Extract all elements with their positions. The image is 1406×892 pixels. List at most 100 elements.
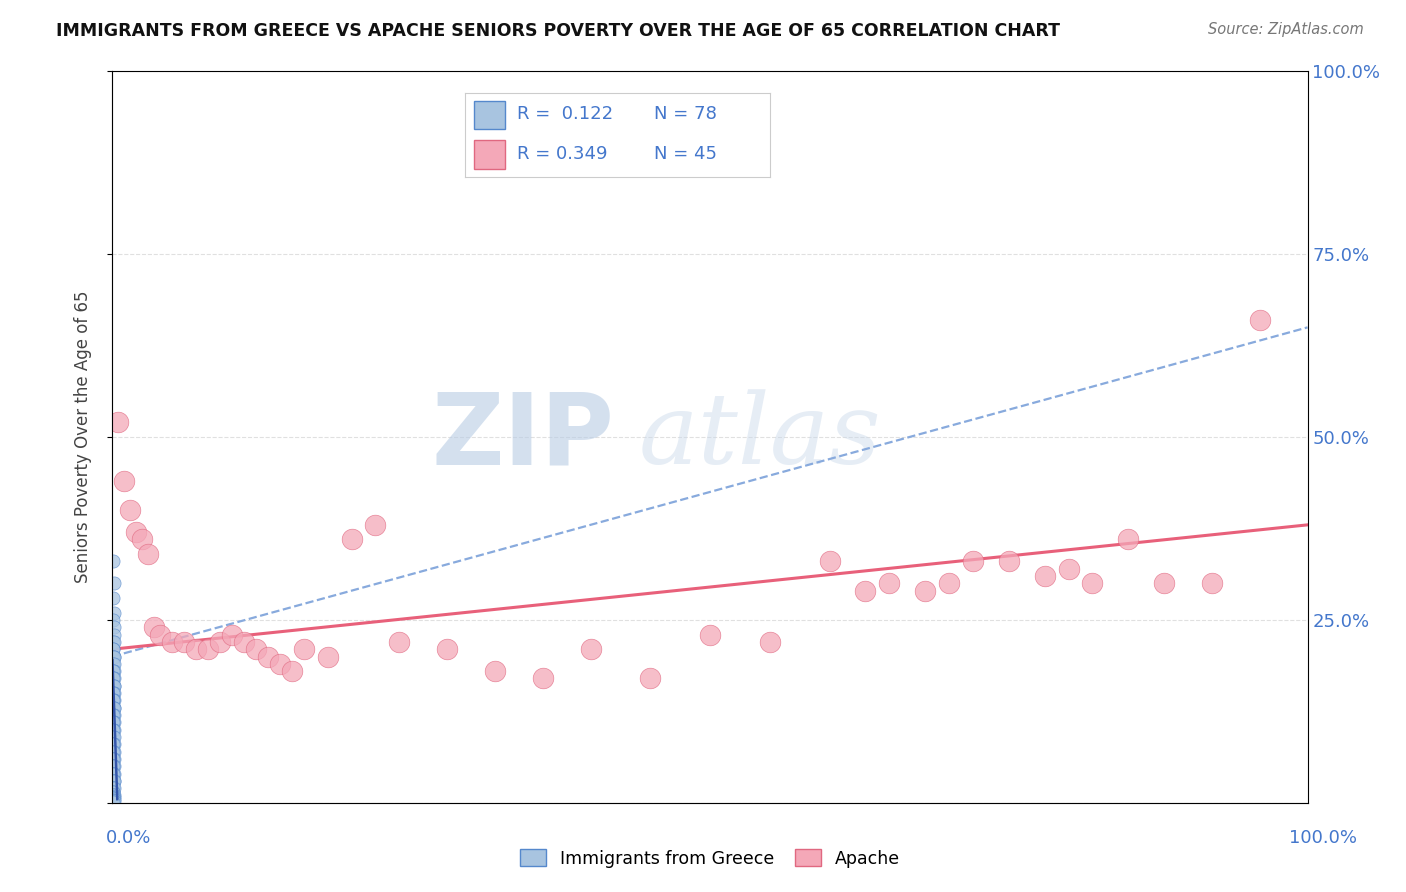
Point [103,752,125,766]
Point [103,606,125,620]
Point [245,642,267,657]
Point [316,649,339,664]
Point [269,657,291,671]
Point [103,773,125,788]
Point [103,789,125,804]
Text: IMMIGRANTS FROM GREECE VS APACHE SENIORS POVERTY OVER THE AGE OF 65 CORRELATION : IMMIGRANTS FROM GREECE VS APACHE SENIORS… [56,22,1060,40]
Point [640,672,662,686]
Point [107,416,129,430]
Point [1201,576,1223,591]
Point [125,525,148,540]
Point [103,700,125,714]
Point [101,794,124,808]
Point [103,773,125,788]
Point [1153,576,1175,591]
Point [103,708,125,723]
Point [484,664,506,678]
Point [103,649,125,664]
Point [103,737,125,751]
Point [531,672,554,686]
Point [120,503,142,517]
Point [103,627,125,641]
Point [103,649,125,664]
Point [103,794,125,808]
Point [101,642,124,657]
Point [103,785,125,799]
Point [101,554,124,568]
Point [103,766,125,780]
Point [292,642,315,657]
Point [103,686,125,700]
Point [138,547,160,561]
Point [103,657,125,671]
Point [938,576,960,591]
Point [364,517,387,532]
Point [855,583,877,598]
Point [699,627,721,641]
Legend: Immigrants from Greece, Apache: Immigrants from Greece, Apache [513,842,907,874]
Point [103,781,125,796]
Point [143,620,166,634]
Point [101,781,124,796]
Point [879,576,901,591]
Point [101,752,124,766]
Point [103,793,125,807]
Point [257,649,280,664]
Point [103,791,125,805]
Point [103,795,125,809]
Point [103,785,125,799]
Point [114,474,135,488]
Point [103,781,125,796]
Point [101,715,124,730]
Point [103,752,125,766]
Point [103,679,125,693]
Point [103,773,125,788]
Point [962,554,984,568]
Point [103,693,125,707]
Text: Source: ZipAtlas.com: Source: ZipAtlas.com [1208,22,1364,37]
Point [103,792,125,806]
Point [103,759,125,773]
Point [103,737,125,751]
Y-axis label: Seniors Poverty Over the Age of 65: Seniors Poverty Over the Age of 65 [73,291,91,583]
Point [103,700,125,714]
Point [103,613,125,627]
Point [103,693,125,707]
Point [103,657,125,671]
Point [103,723,125,737]
Point [103,708,125,723]
Point [1081,576,1104,591]
Point [759,635,782,649]
Text: ZIP: ZIP [432,389,614,485]
Point [233,635,256,649]
Point [209,635,232,649]
Point [103,672,125,686]
Point [103,745,125,759]
Point [103,620,125,634]
Point [103,723,125,737]
Point [101,766,124,780]
Point [131,533,153,547]
Point [1118,533,1140,547]
Point [103,672,125,686]
Point [103,745,125,759]
Point [914,583,936,598]
Text: atlas: atlas [638,390,882,484]
Point [998,554,1021,568]
Point [101,664,124,678]
Point [1033,569,1056,583]
Point [103,686,125,700]
Point [1057,562,1080,576]
Point [103,700,125,714]
Point [173,635,195,649]
Point [103,664,125,678]
Point [818,554,841,568]
Point [103,591,125,605]
Text: 100.0%: 100.0% [1289,829,1357,847]
Point [101,730,124,744]
Point [101,679,124,693]
Point [103,737,125,751]
Point [388,635,411,649]
Point [103,789,125,803]
Point [103,679,125,693]
